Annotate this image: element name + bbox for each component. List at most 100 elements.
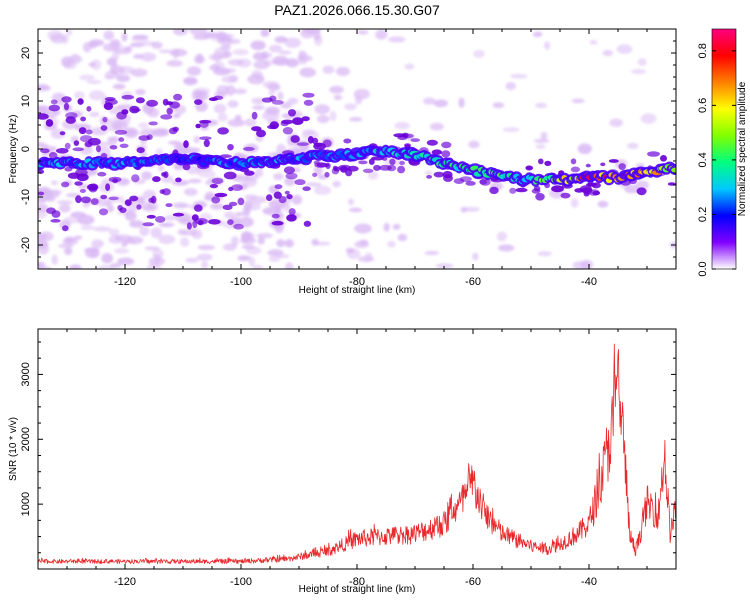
- noise-blob: [242, 146, 255, 151]
- noise-blob: [223, 171, 237, 180]
- noise-blob: [102, 116, 108, 123]
- noise-blob: [579, 185, 593, 193]
- noise-blob: [252, 105, 265, 110]
- noise-blob: [266, 194, 273, 202]
- noise-blob: [282, 202, 291, 212]
- noise-blob: [544, 41, 551, 50]
- noise-blob: [631, 68, 647, 75]
- noise-blob: [284, 190, 290, 195]
- noise-blob: [214, 192, 228, 198]
- noise-blob: [169, 48, 188, 57]
- noise-blob: [109, 43, 124, 51]
- noise-blob: [307, 136, 314, 144]
- noise-blob: [329, 110, 337, 122]
- noise-blob: [56, 200, 74, 205]
- noise-blob: [117, 257, 135, 266]
- noise-blob: [157, 164, 165, 172]
- noise-blob: [634, 180, 650, 190]
- spectrogram-y-ticks: -20 -10 0 10 20: [20, 28, 676, 270]
- noise-blob: [399, 160, 405, 166]
- noise-blob: [38, 84, 49, 89]
- noise-blob: [97, 264, 114, 269]
- noise-blob: [194, 99, 203, 105]
- noise-blob: [135, 89, 146, 96]
- noise-blob: [322, 65, 335, 74]
- noise-blob: [91, 59, 102, 71]
- noise-blob: [73, 140, 80, 146]
- noise-blob: [211, 196, 221, 204]
- noise-blob: [359, 239, 369, 246]
- noise-blob: [166, 60, 183, 67]
- noise-blob: [233, 223, 244, 230]
- noise-blob: [368, 158, 375, 165]
- colorbar-gradient: [711, 28, 737, 270]
- noise-blob: [166, 101, 174, 106]
- y-tick-label: 2000: [20, 427, 32, 451]
- noise-blob: [616, 44, 633, 54]
- noise-blob: [108, 196, 119, 201]
- noise-blob: [90, 198, 99, 206]
- noise-blob: [184, 78, 198, 83]
- noise-blob: [302, 186, 311, 191]
- noise-blob: [173, 93, 183, 101]
- noise-blob: [244, 118, 257, 127]
- noise-blob: [140, 52, 157, 62]
- noise-blob: [108, 228, 120, 236]
- noise-blob: [88, 90, 106, 101]
- noise-blob: [244, 201, 261, 211]
- noise-blob: [496, 231, 508, 242]
- colorbar-tick-label: 0.4: [697, 152, 709, 167]
- noise-blob: [89, 39, 105, 47]
- noise-blob: [158, 234, 176, 245]
- colorbar-tick-label: 0.6: [697, 98, 709, 113]
- noise-blob: [600, 162, 606, 167]
- noise-blob: [101, 253, 113, 264]
- noise-blob: [80, 135, 93, 143]
- noise-blob: [45, 119, 54, 127]
- noise-blob: [51, 210, 61, 218]
- noise-blob: [85, 129, 93, 135]
- noise-blob: [276, 254, 290, 259]
- noise-blob: [324, 171, 330, 178]
- noise-blob: [98, 208, 109, 216]
- noise-blob: [193, 55, 205, 64]
- noise-blob: [197, 219, 204, 226]
- noise-blob: [397, 233, 408, 242]
- noise-blob: [139, 128, 157, 138]
- noise-blob: [129, 195, 139, 202]
- noise-blob: [66, 29, 73, 36]
- noise-blob: [225, 85, 236, 96]
- noise-blob: [75, 195, 82, 204]
- noise-blob: [251, 70, 263, 80]
- noise-blob: [183, 188, 198, 196]
- noise-blob: [61, 181, 70, 188]
- noise-blob: [114, 234, 133, 242]
- noise-blob: [257, 236, 265, 245]
- noise-blob: [237, 58, 252, 68]
- noise-blob: [47, 30, 63, 40]
- noise-blob: [196, 253, 213, 261]
- noise-blob: [105, 99, 118, 105]
- noise-blob: [339, 165, 348, 173]
- noise-blob: [498, 244, 515, 252]
- noise-blob: [131, 108, 141, 112]
- y-tick-label: 1000: [20, 492, 32, 516]
- noise-blob: [38, 261, 46, 268]
- noise-blob: [91, 239, 104, 249]
- noise-blob: [262, 110, 280, 121]
- noise-blob: [59, 131, 66, 136]
- noise-blob: [193, 135, 201, 144]
- noise-blob: [63, 102, 70, 111]
- noise-blob: [345, 247, 355, 254]
- noise-blob: [251, 126, 262, 132]
- noise-blob: [426, 175, 432, 179]
- noise-blob: [221, 76, 238, 83]
- noise-blob: [86, 79, 102, 85]
- x-tick-label: -40: [581, 276, 597, 288]
- noise-blob: [217, 127, 229, 135]
- noise-blob: [129, 42, 145, 48]
- snr-x-ticks: -120 -100 -80 -60 -40: [37, 329, 677, 588]
- noise-blob: [104, 75, 114, 80]
- noise-blob: [535, 193, 545, 201]
- noise-blob: [40, 148, 50, 154]
